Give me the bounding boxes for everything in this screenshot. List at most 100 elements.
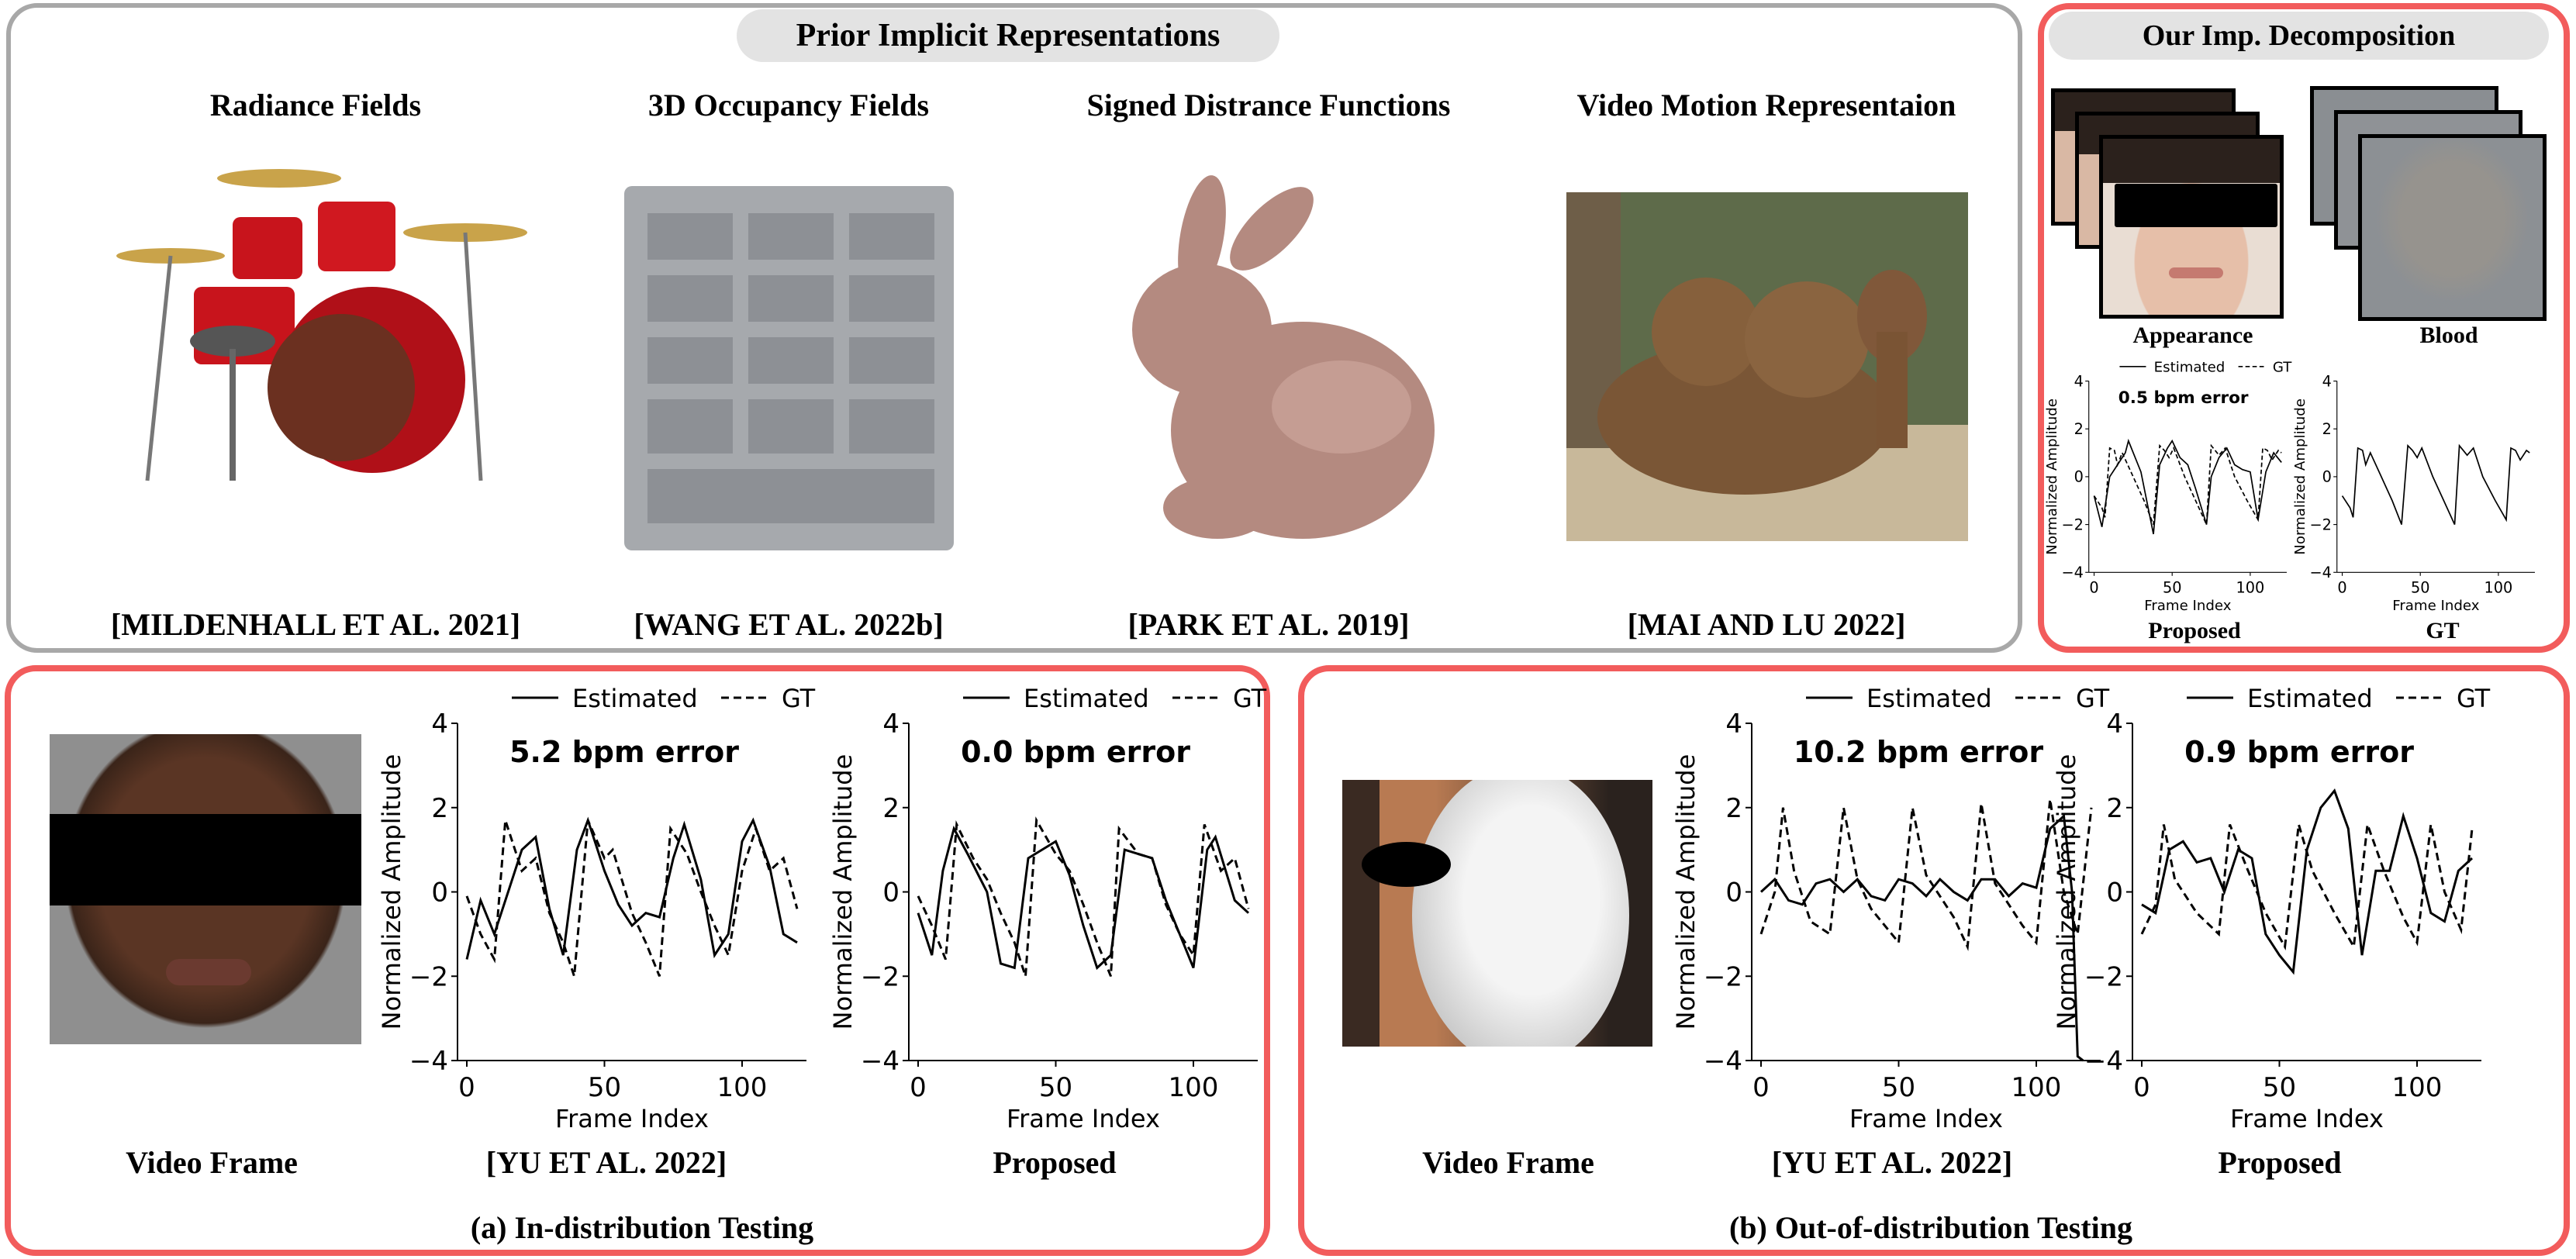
chart-ood-baseline: −4 −2 0 2 4 0 50 100 Frame Index Normalized Ampli… (1671, 684, 2110, 1133)
series-line-gt (465, 819, 799, 977)
mouth (2169, 267, 2223, 278)
gt-label-ours: GT (2426, 618, 2460, 643)
x-tick-label: 50 (1882, 1072, 1915, 1103)
prior-representations-panel (6, 3, 2022, 653)
x-tick-label: 50 (2263, 1072, 2296, 1103)
y-axis-label: Normalized Amplitude (2292, 398, 2308, 555)
legend-label: GT (2457, 684, 2491, 713)
citation-wang: [WANG ET AL. 2022b] (634, 607, 944, 642)
legend-label: GT (2076, 684, 2110, 713)
legend-label: GT (782, 684, 816, 713)
chart-in-dist-baseline: −4 −2 0 2 4 0 50 100 Frame Index Normalized Ampli… (377, 684, 816, 1133)
y-tick-label: 4 (2074, 372, 2084, 390)
y-tick-label: 0 (2322, 468, 2332, 486)
y-tick-label: 2 (1725, 793, 1742, 824)
x-tick-label: 100 (2236, 578, 2265, 596)
y-tick-label: 4 (2106, 709, 2123, 740)
ood-video-frame-label: Video Frame (1422, 1145, 1594, 1180)
column-heading-radiance: Radiance Fields (209, 88, 422, 122)
our-decomposition-panel (2038, 3, 2570, 653)
column-heading-occupancy: 3D Occupancy Fields (647, 88, 930, 122)
error-label: 0.0 bpm error (961, 735, 1190, 769)
y-tick-label: 2 (2106, 793, 2123, 824)
y-tick-label: −2 (2310, 516, 2332, 533)
y-tick-label: −2 (2062, 516, 2084, 533)
y-tick-label: −2 (1704, 961, 1742, 992)
y-tick-label: 0 (431, 878, 448, 909)
y-tick-label: −2 (2084, 961, 2123, 992)
eye-redaction-bar (50, 814, 361, 905)
chart-ours-gt: −4 −2 0 2 4 0 50 100 Frame Index Normalized Ampli… (2292, 372, 2535, 614)
x-axis-label: Frame Index (1849, 1104, 2003, 1133)
blood-frame-1 (2358, 134, 2547, 321)
x-axis-label: Frame Index (2392, 598, 2479, 614)
chart-in-dist-proposed: −4 −2 0 2 4 0 50 100 Frame Index Normalized Ampli… (828, 684, 1267, 1133)
series-line-estimated (2141, 788, 2474, 975)
y-tick-label: −2 (409, 961, 448, 992)
in-dist-video-frame-label: Video Frame (126, 1145, 298, 1180)
x-axis-label: Frame Index (555, 1104, 709, 1133)
legend-label: Estimated (1024, 684, 1149, 713)
x-axis-label: Frame Index (1007, 1104, 1160, 1133)
in-distribution-video-frame (50, 734, 361, 1044)
y-tick-label: −4 (861, 1046, 900, 1077)
column-heading-sdf: Signed Distrance Functions (1086, 88, 1451, 122)
bunny-mesh-image (1132, 175, 1435, 539)
x-axis-label: Frame Index (2144, 598, 2231, 614)
hair (2103, 139, 2280, 183)
y-tick-label: 4 (431, 709, 448, 740)
chart-ours-proposed: −4 −2 0 2 4 0 50 100 Frame Index Normalized Ampli… (2044, 360, 2292, 614)
y-axis-label: Normalized Amplitude (828, 754, 858, 1030)
series-line-estimated (2093, 438, 2282, 535)
column-heading-video-motion: Video Motion Representaion (1576, 88, 1956, 122)
x-tick-label: 0 (1752, 1072, 1770, 1103)
y-tick-label: 0 (1725, 878, 1742, 909)
citation-park: [PARK ET AL. 2019] (1127, 607, 1410, 642)
our-decomposition-title: Our Imp. Decomposition (2049, 12, 2549, 60)
x-tick-label: 0 (2089, 578, 2098, 596)
y-tick-label: −4 (2062, 564, 2084, 581)
prior-representations-title: Prior Implicit Representations (737, 9, 1279, 62)
y-tick-label: 2 (431, 793, 448, 824)
y-tick-label: 0 (2074, 468, 2084, 486)
appearance-frame-1 (2099, 135, 2284, 319)
legend-label: Estimated (2154, 360, 2226, 376)
x-tick-label: 100 (1169, 1072, 1219, 1103)
camel-photo-image (1566, 192, 1968, 541)
series-line-estimated (1759, 813, 2084, 1062)
mouth (166, 959, 251, 985)
x-tick-label: 50 (2163, 578, 2182, 596)
y-axis-label: Normalized Amplitude (2052, 754, 2081, 1030)
in-dist-baseline-label: [YU ET AL. 2022] (485, 1145, 727, 1180)
x-tick-label: 0 (2337, 578, 2346, 596)
appearance-label: Appearance (2132, 323, 2253, 348)
y-axis-label: Normalized Amplitude (2044, 398, 2060, 555)
error-label: 0.5 bpm error (2118, 388, 2249, 408)
ood-caption: (b) Out-of-distribution Testing (1728, 1210, 2133, 1245)
in-distribution-panel (5, 665, 1270, 1256)
y-axis-label: Normalized Amplitude (377, 754, 406, 1030)
x-tick-label: 100 (2392, 1072, 2443, 1103)
citation-mai-lu: [MAI AND LU 2022] (1627, 607, 1906, 642)
proposed-label-ours: Proposed (2148, 618, 2241, 643)
blood-label: Blood (2419, 323, 2478, 348)
x-tick-label: 100 (2484, 578, 2513, 596)
y-tick-label: 2 (882, 793, 900, 824)
y-tick-label: 4 (2322, 372, 2332, 390)
y-tick-label: −4 (409, 1046, 448, 1077)
series-line-estimated (465, 816, 798, 960)
error-label: 5.2 bpm error (509, 735, 739, 769)
legend-label: Estimated (572, 684, 698, 713)
in-dist-proposed-label: Proposed (993, 1145, 1117, 1180)
ood-panel (1298, 665, 2570, 1256)
x-tick-label: 50 (588, 1072, 621, 1103)
x-tick-label: 100 (717, 1072, 768, 1103)
x-tick-label: 0 (2133, 1072, 2150, 1103)
y-tick-label: 2 (2322, 420, 2332, 438)
series-line-gt (2093, 443, 2282, 525)
white-mask (1412, 780, 1629, 1047)
legend-label: Estimated (1866, 684, 1992, 713)
in-dist-caption: (a) In-distribution Testing (470, 1210, 814, 1245)
legend-label: GT (1233, 684, 1267, 713)
drum-kit-image (116, 169, 527, 481)
